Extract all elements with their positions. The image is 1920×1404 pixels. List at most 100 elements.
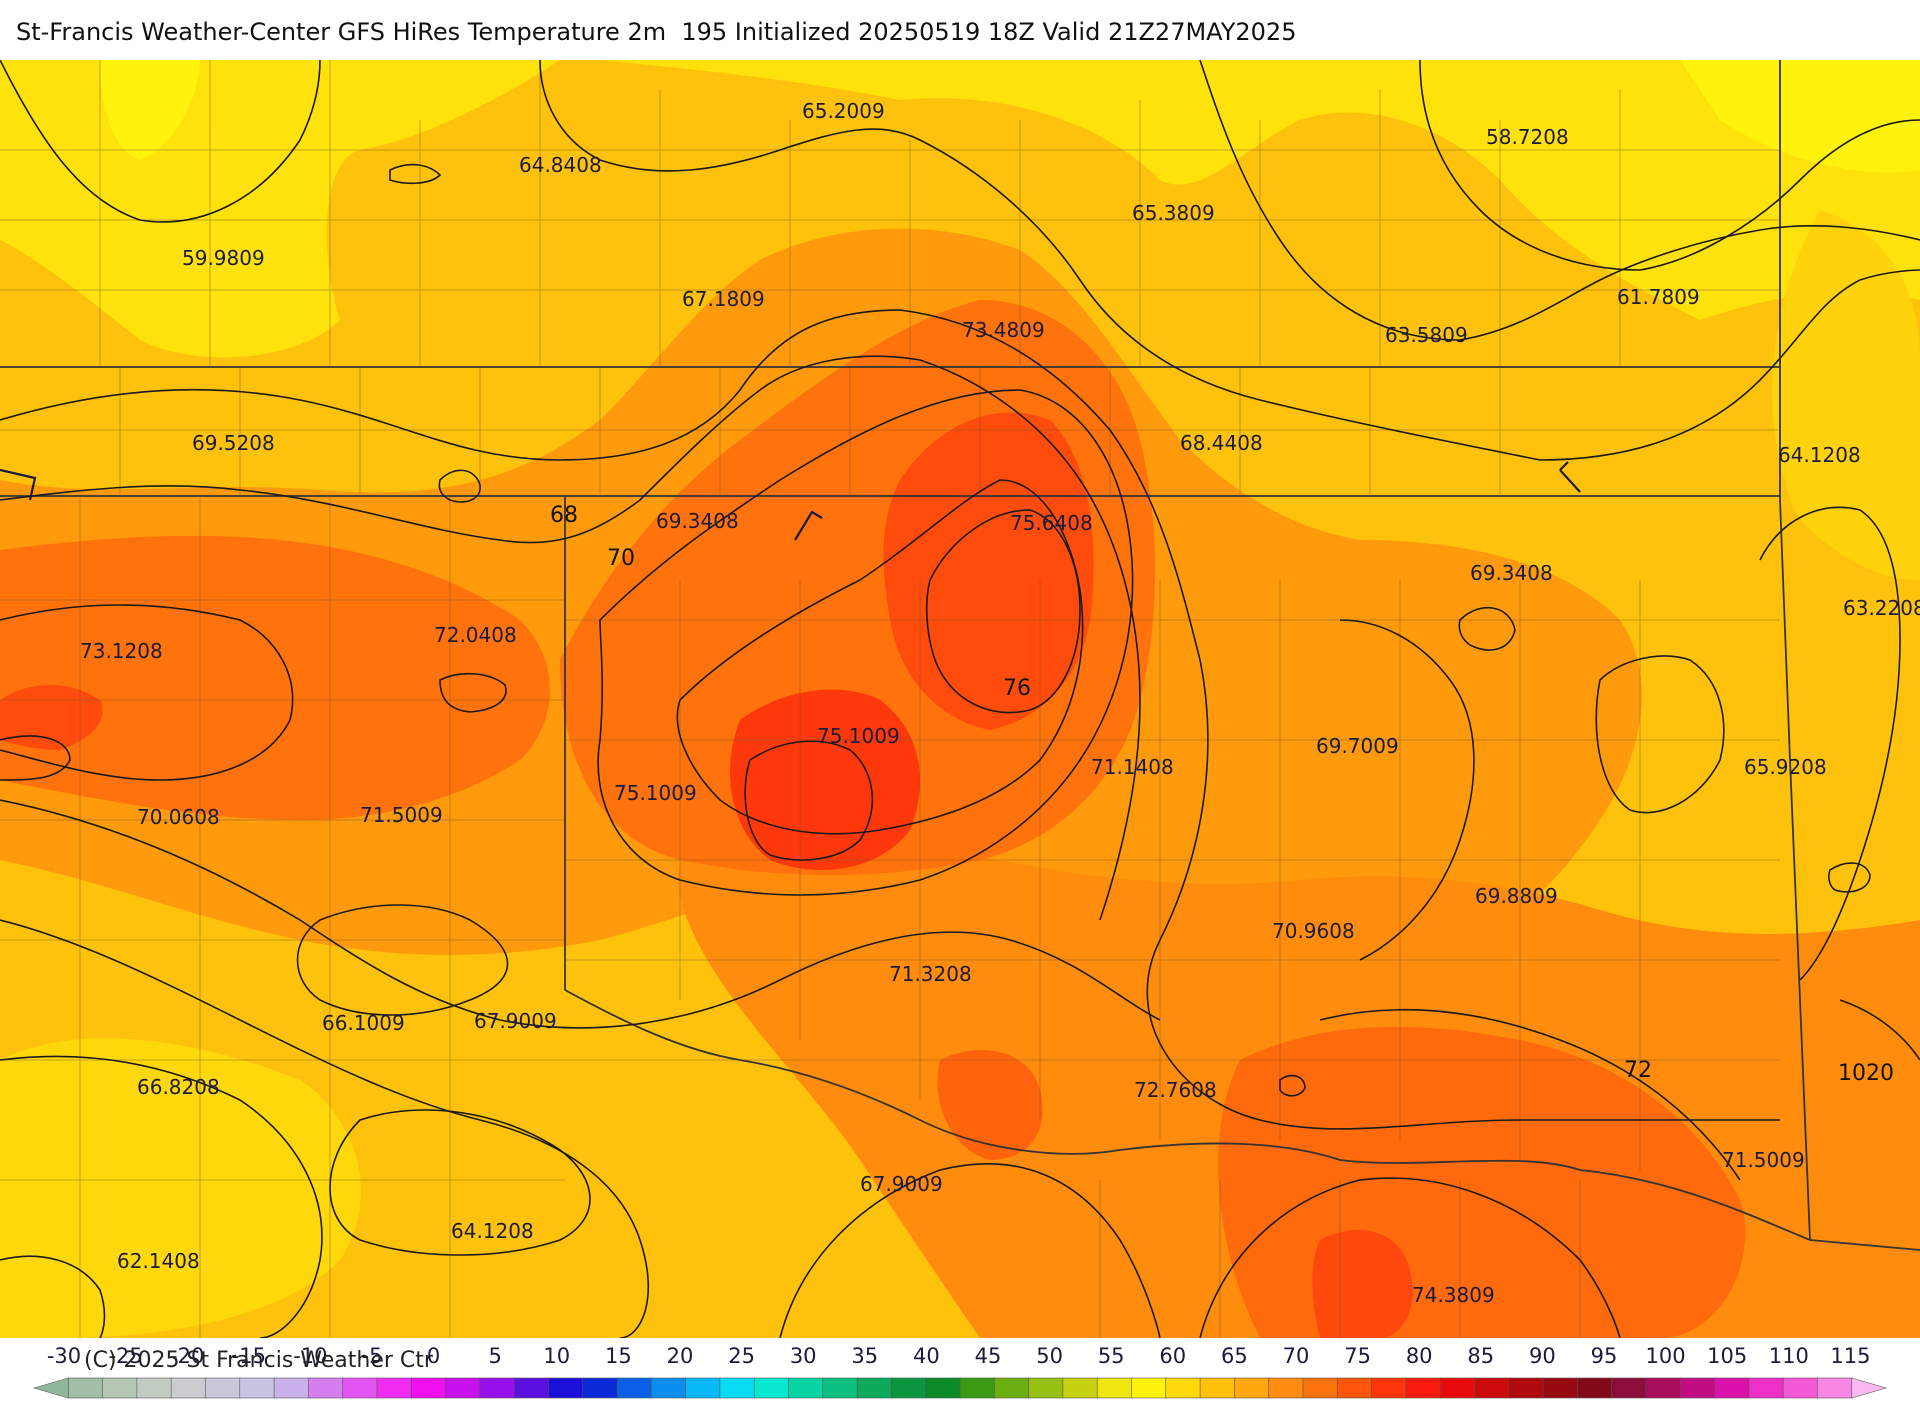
contour-label: 72 bbox=[1624, 1058, 1652, 1083]
colorbar-tick: 15 bbox=[605, 1344, 632, 1368]
colorbar-tick: 65 bbox=[1221, 1344, 1248, 1368]
shade-cool-north bbox=[0, 60, 1920, 320]
contour-lines bbox=[0, 60, 1920, 1338]
contour-label: 70 bbox=[607, 546, 635, 571]
colorbar-swatch bbox=[410, 1377, 447, 1399]
colorbar-tick: 115 bbox=[1830, 1344, 1871, 1368]
temp-label: 61.7809 bbox=[1617, 285, 1700, 309]
temp-label: 66.8208 bbox=[137, 1075, 220, 1099]
temp-label: 73.4809 bbox=[962, 318, 1045, 342]
temperature-labels: 65.2009 58.7208 64.8408 65.3809 59.9809 … bbox=[80, 99, 1920, 1307]
colorbar-swatch bbox=[1817, 1377, 1853, 1399]
colorbar-tick: 30 bbox=[789, 1344, 817, 1368]
colorbar-swatch bbox=[273, 1377, 310, 1399]
colorbar-tick: 20 bbox=[666, 1344, 694, 1368]
colorbar-tick: 5 bbox=[488, 1344, 502, 1368]
colorbar-swatch bbox=[548, 1377, 584, 1399]
colorbar-tick: 70 bbox=[1282, 1344, 1310, 1368]
colorbar-tick: -15 bbox=[231, 1344, 266, 1368]
temp-label: 71.3208 bbox=[889, 962, 972, 986]
colorbar-tick: 40 bbox=[913, 1344, 940, 1368]
contour-label: 76 bbox=[1003, 676, 1031, 701]
county-lines bbox=[0, 60, 1780, 1338]
colorbar-swatch bbox=[1336, 1377, 1373, 1399]
colorbar-swatch bbox=[993, 1377, 1030, 1399]
temp-label: 71.5009 bbox=[1722, 1148, 1805, 1172]
colorbar-swatch bbox=[891, 1377, 927, 1399]
temp-label: 69.3408 bbox=[1470, 561, 1553, 585]
colorbar-swatch bbox=[753, 1377, 790, 1399]
colorbar-swatch bbox=[445, 1377, 481, 1399]
temp-label: 65.2009 bbox=[802, 99, 885, 123]
state-borders bbox=[0, 60, 1920, 1251]
colorbar-swatch bbox=[582, 1377, 618, 1399]
colorbar-tick: 90 bbox=[1529, 1344, 1556, 1368]
colorbar-swatch bbox=[1782, 1377, 1819, 1399]
colorbar-swatch bbox=[856, 1377, 893, 1399]
colorbar-swatch bbox=[685, 1377, 721, 1399]
copyright-text: (C) 2025 St Francis Weather Ctr bbox=[84, 1348, 433, 1373]
colorbar-swatch bbox=[1302, 1377, 1339, 1399]
colorbar-swatch bbox=[205, 1377, 241, 1399]
colorbar-tick: 95 bbox=[1590, 1344, 1618, 1368]
temp-label: 72.0408 bbox=[434, 623, 517, 647]
colorbar-swatch bbox=[1062, 1377, 1098, 1399]
temp-label: 65.3809 bbox=[1132, 201, 1215, 225]
colorbar-swatch bbox=[1096, 1377, 1133, 1399]
temp-label: 58.7208 bbox=[1486, 125, 1569, 149]
colorbar-swatch bbox=[1199, 1377, 1236, 1399]
colorbar-tick: -10 bbox=[293, 1344, 328, 1368]
colorbar-swatch bbox=[788, 1377, 824, 1399]
temperature-map: 65.2009 58.7208 64.8408 65.3809 59.9809 … bbox=[0, 60, 1920, 1338]
colorbar-tick: -25 bbox=[108, 1344, 143, 1368]
colorbar-swatch bbox=[1234, 1377, 1270, 1399]
colorbar-tick: 105 bbox=[1707, 1344, 1748, 1368]
temp-label: 67.9009 bbox=[860, 1172, 943, 1196]
colorbar-tick: -20 bbox=[170, 1344, 205, 1368]
colorbar-swatch bbox=[1165, 1377, 1201, 1399]
contour-label: 1020 bbox=[1838, 1061, 1894, 1086]
colorbar-swatch bbox=[308, 1377, 344, 1399]
colorbar-swatch bbox=[67, 1377, 104, 1399]
temp-label: 71.1408 bbox=[1091, 755, 1174, 779]
colorbar-swatch bbox=[822, 1377, 858, 1399]
temp-label: 70.0608 bbox=[137, 805, 220, 829]
colorbar-swatch bbox=[1611, 1377, 1647, 1399]
shade-cool-ne2 bbox=[1772, 210, 1920, 580]
temp-label: 59.9809 bbox=[182, 246, 265, 270]
shade-hot-west bbox=[0, 535, 550, 820]
colorbar-swatch bbox=[719, 1377, 756, 1399]
temp-label: 62.1408 bbox=[117, 1249, 200, 1273]
shade-cool-sw bbox=[0, 1038, 361, 1338]
temp-label: 67.1809 bbox=[682, 287, 765, 311]
shade-hottest-se bbox=[1312, 1230, 1413, 1338]
colorbar-swatch bbox=[925, 1377, 961, 1399]
colorbar-swatch bbox=[376, 1377, 413, 1399]
colorbar-tick: 35 bbox=[851, 1344, 879, 1368]
colorbar-tick-labels: -30 -25 -20 -15 -10 -5 0 5 10 15 20 25 30 35 40 45 50 55 6… bbox=[0, 1344, 1920, 1374]
temp-label: 73.1208 bbox=[80, 639, 163, 663]
map-title: St-Francis Weather-Center GFS HiRes Temp… bbox=[16, 18, 1297, 46]
colorbar-swatch bbox=[102, 1377, 138, 1399]
temp-label: 75.1009 bbox=[817, 724, 900, 748]
colorbar-swatch bbox=[959, 1377, 996, 1399]
temp-label: 66.1009 bbox=[322, 1011, 405, 1035]
temp-label: 67.9009 bbox=[474, 1009, 557, 1033]
colorbar-swatch bbox=[136, 1377, 172, 1399]
contour-label: 68 bbox=[550, 503, 578, 528]
colorbar-tick: 110 bbox=[1768, 1344, 1809, 1368]
contour-value-labels: 68 70 76 72 1020 bbox=[550, 503, 1894, 1086]
colorbar-swatch bbox=[1679, 1377, 1716, 1399]
colorbar-swatch bbox=[342, 1377, 378, 1399]
colorbar-swatch bbox=[1508, 1377, 1544, 1399]
colorbar-swatch bbox=[616, 1377, 653, 1399]
colorbar-tick: 50 bbox=[1036, 1344, 1063, 1368]
temp-label: 63.5809 bbox=[1385, 323, 1468, 347]
temp-label: 69.5208 bbox=[192, 431, 275, 455]
temp-label: 65.9208 bbox=[1744, 755, 1827, 779]
colorbar-tick: 10 bbox=[543, 1344, 571, 1368]
colorbar-swatch bbox=[1851, 1377, 1888, 1399]
shade-hottest-s bbox=[730, 689, 920, 870]
colorbar-swatch bbox=[1371, 1377, 1407, 1399]
colorbar-swatch bbox=[1577, 1377, 1613, 1399]
